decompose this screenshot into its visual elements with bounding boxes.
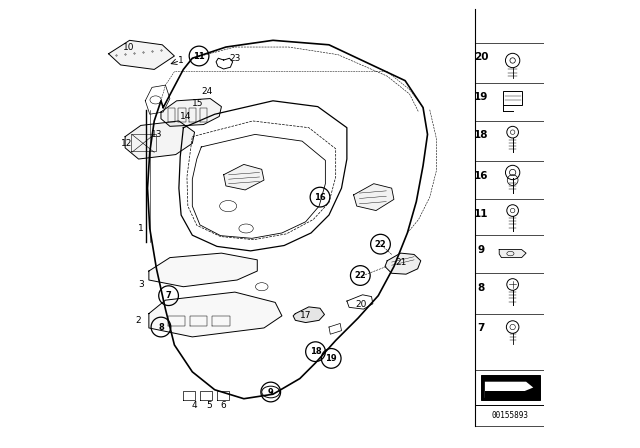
Text: 4: 4 bbox=[192, 401, 197, 410]
Text: 14: 14 bbox=[180, 112, 191, 121]
Polygon shape bbox=[499, 250, 526, 258]
Bar bbox=[503, 91, 522, 105]
Polygon shape bbox=[224, 164, 264, 190]
Text: 18: 18 bbox=[310, 347, 321, 356]
Text: 1: 1 bbox=[179, 56, 184, 65]
Text: 20: 20 bbox=[356, 300, 367, 309]
Text: 24: 24 bbox=[202, 87, 212, 96]
Text: 11: 11 bbox=[474, 209, 488, 219]
Polygon shape bbox=[125, 121, 195, 159]
Text: 23: 23 bbox=[229, 54, 241, 63]
Text: 18: 18 bbox=[474, 130, 488, 140]
Bar bbox=[485, 391, 533, 398]
Text: 5: 5 bbox=[206, 401, 212, 410]
Text: 17: 17 bbox=[300, 311, 312, 320]
Text: 16: 16 bbox=[314, 193, 326, 202]
Text: 7: 7 bbox=[477, 323, 485, 333]
Text: 8: 8 bbox=[158, 323, 164, 332]
Text: 00155893: 00155893 bbox=[492, 411, 529, 420]
Text: 21: 21 bbox=[395, 258, 406, 267]
Text: 9: 9 bbox=[268, 388, 273, 396]
Text: 12: 12 bbox=[121, 139, 132, 148]
Polygon shape bbox=[485, 382, 533, 398]
Text: 3: 3 bbox=[138, 280, 143, 289]
Polygon shape bbox=[161, 99, 221, 126]
Polygon shape bbox=[293, 307, 324, 323]
Text: 19: 19 bbox=[325, 354, 337, 363]
Text: 8: 8 bbox=[477, 283, 485, 293]
Bar bbox=[481, 375, 540, 400]
Text: 13: 13 bbox=[151, 130, 162, 139]
Polygon shape bbox=[109, 40, 174, 69]
Text: 9: 9 bbox=[477, 245, 485, 254]
Text: 20: 20 bbox=[474, 52, 488, 62]
Text: 2: 2 bbox=[136, 316, 141, 325]
Text: 16: 16 bbox=[474, 171, 488, 181]
Text: 6: 6 bbox=[221, 401, 227, 410]
Polygon shape bbox=[385, 253, 421, 274]
Polygon shape bbox=[149, 253, 257, 287]
Text: 22: 22 bbox=[355, 271, 366, 280]
Text: 1: 1 bbox=[138, 224, 143, 233]
Text: 19: 19 bbox=[474, 92, 488, 102]
Text: 15: 15 bbox=[193, 99, 204, 108]
Text: 7: 7 bbox=[166, 291, 172, 300]
Text: 11: 11 bbox=[193, 52, 205, 60]
Text: 10: 10 bbox=[123, 43, 134, 52]
Polygon shape bbox=[149, 292, 282, 337]
Text: 22: 22 bbox=[374, 240, 387, 249]
Polygon shape bbox=[353, 184, 394, 211]
